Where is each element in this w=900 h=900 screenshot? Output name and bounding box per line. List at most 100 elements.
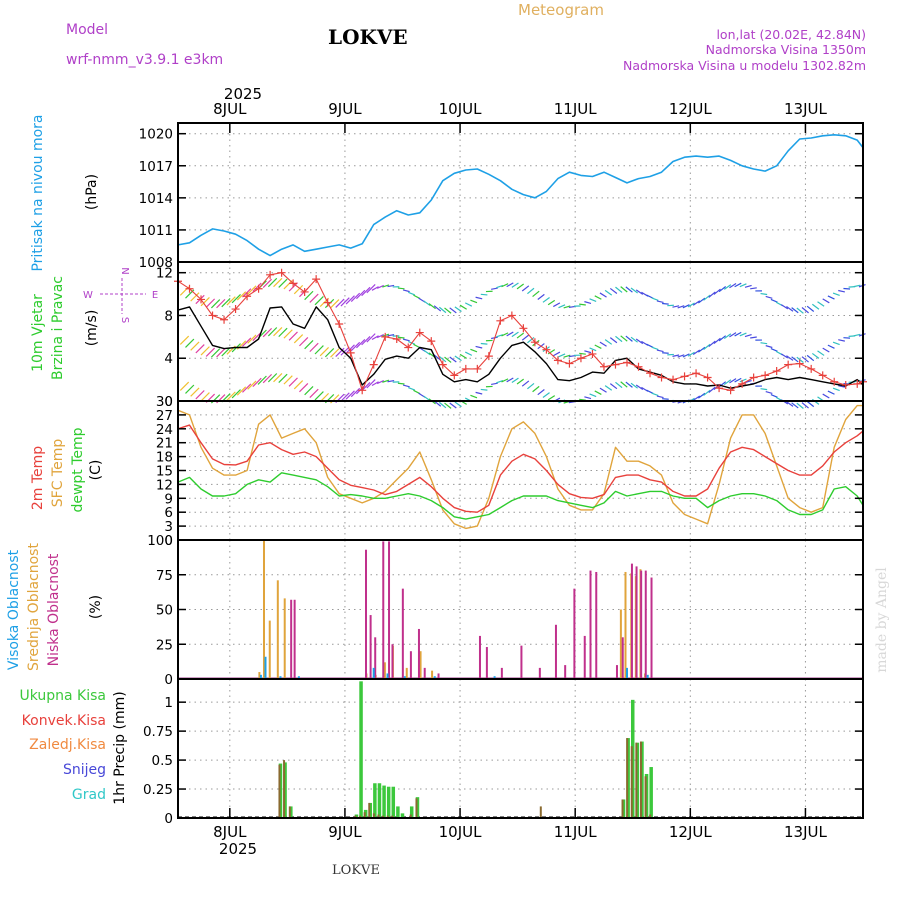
gust-marker (197, 295, 206, 304)
wind-barb (739, 332, 747, 337)
gust-marker (738, 379, 747, 388)
wind-barb (822, 393, 830, 399)
gust-marker (208, 311, 217, 320)
label-mid-cloud: Srednja Oblacnost (26, 543, 42, 671)
wind-barb (195, 344, 205, 354)
low-cloud-bar (650, 577, 653, 679)
label-dewpt-temp: dewpt Temp (70, 427, 86, 512)
wind-barb (527, 336, 535, 344)
y-tick-label: 1 (164, 695, 173, 711)
y-tick-label: 75 (156, 568, 173, 584)
wind-barb (293, 334, 304, 344)
wind-barb (806, 354, 815, 362)
gust-marker (519, 324, 528, 333)
x-tick-label-top: 9JUL (328, 100, 362, 118)
wind-barb (428, 303, 436, 310)
y-tick-label: 0.25 (143, 782, 173, 798)
low-cloud-bar (423, 667, 426, 679)
x-tick-label-top: 13JUL (784, 100, 827, 118)
wind-barb (356, 289, 366, 300)
low-cloud-bar (573, 588, 576, 679)
y-tick-label: 0 (164, 811, 173, 827)
pressure-unit: (hPa) (84, 174, 100, 210)
wind-barb (558, 353, 566, 358)
wind-barb (760, 292, 768, 296)
wind-barb (216, 298, 226, 309)
wind-barb (723, 333, 732, 340)
wind-barb (609, 337, 618, 344)
wind-barb (703, 343, 711, 350)
wind-barb (273, 327, 283, 337)
wind-barb (609, 287, 618, 295)
x-tick-label-bottom: 10JUL (439, 823, 482, 841)
wind-barb (589, 347, 597, 352)
y-tick-label: 1020 (139, 127, 173, 143)
label-high-cloud: Visoka Oblacnost (6, 549, 22, 670)
gust-marker (404, 343, 413, 352)
wind-barb (791, 402, 799, 409)
wind-barb (340, 297, 350, 307)
wind-barb (796, 307, 804, 314)
wind-barb (470, 299, 478, 304)
total-precip-bar (409, 806, 414, 818)
wind-barb (273, 277, 283, 288)
wind-barb (511, 331, 519, 338)
wind-barb (625, 381, 633, 388)
gust-marker (818, 371, 827, 380)
conv-precip-bar (382, 815, 385, 818)
wind-barb (630, 336, 638, 343)
wind-barb (558, 304, 566, 309)
compass-cross (100, 278, 146, 314)
wind-barb (262, 327, 273, 338)
wind-barb (242, 337, 252, 347)
y-tick-label: 15 (156, 464, 173, 480)
wind-barb (532, 385, 540, 393)
compass-e: E (152, 290, 158, 301)
wind-barb (547, 395, 556, 401)
wind-barb (620, 381, 628, 388)
high-cloud-bar (372, 667, 375, 679)
wind-barb (304, 290, 314, 301)
wind-barb (179, 381, 190, 391)
y-tick-label: 1017 (139, 159, 173, 175)
low-cloud-bar (369, 615, 372, 679)
model-name: wrf-nmm_v3.9.1 e3km (66, 52, 223, 68)
wind-barb (491, 382, 498, 386)
wind-barb (226, 296, 236, 306)
conv-precip-bar (359, 815, 362, 818)
wind-barb (387, 379, 395, 383)
wind-barb (589, 298, 597, 303)
wind-barb (449, 402, 457, 409)
wind-barb (630, 382, 638, 389)
wind-barb (589, 393, 597, 398)
label-layer: 1008101110141017102004812036912151821242… (6, 100, 827, 841)
wind-barb (236, 291, 247, 301)
mid-cloud-bar (619, 609, 622, 679)
precip-legend-4: Grad (72, 787, 106, 803)
gust-marker (599, 362, 608, 371)
gust-marker (807, 364, 816, 373)
wind-barb (267, 327, 278, 337)
high-cloud-bar (493, 676, 496, 679)
wind-barb (309, 293, 319, 303)
panel-frame-precip (177, 678, 864, 819)
wind-barb (744, 284, 752, 288)
wind-barb (501, 283, 509, 288)
wind-barb (444, 307, 452, 314)
wind-barb (470, 348, 478, 353)
wind-barb (662, 302, 669, 305)
wind-speed-line (177, 306, 864, 389)
label-sfc-temp: SFC Temp (50, 439, 66, 508)
wind-barb (698, 297, 706, 304)
wind-barb (635, 289, 644, 295)
wind-barb (459, 353, 467, 359)
wind-barb (480, 388, 488, 391)
wind-barb (262, 373, 273, 384)
wind-barb (216, 348, 226, 358)
wind-barb (817, 350, 825, 356)
low-cloud-bar (290, 599, 293, 679)
conv-precip-bar (639, 741, 642, 818)
total-precip-bar (359, 681, 363, 818)
gust-marker (484, 352, 493, 361)
wind-barb (760, 342, 768, 345)
